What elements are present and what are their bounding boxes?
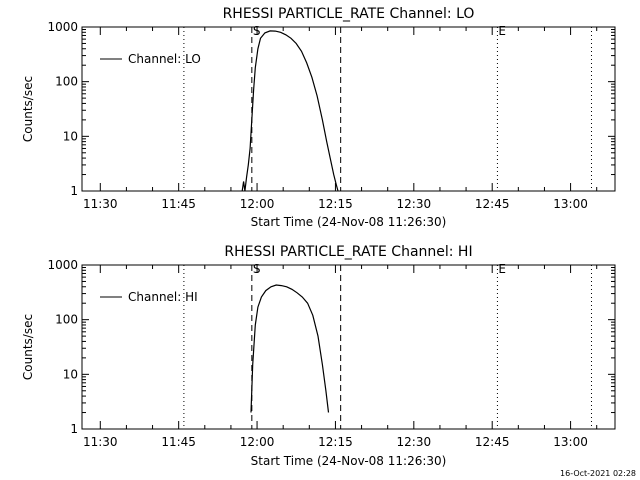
y-axis-label: Counts/sec — [21, 314, 35, 380]
x-tick-label: 11:30 — [83, 435, 118, 449]
x-axis-label: Start Time (24-Nov-08 11:26:30) — [251, 215, 447, 229]
y-tick-label: 1 — [70, 184, 78, 198]
marker-label: S — [253, 262, 261, 276]
x-tick-label: 13:00 — [553, 435, 588, 449]
y-tick-label: 1000 — [47, 20, 78, 34]
y-tick-label: 10 — [63, 367, 78, 381]
x-tick-label: 12:30 — [397, 197, 432, 211]
legend-entry: Channel: HI — [128, 290, 198, 304]
x-tick-label: 12:00 — [240, 197, 275, 211]
chart-title: RHESSI PARTICLE_RATE Channel: LO — [223, 6, 475, 22]
lo-channel-panel: RHESSI PARTICLE_RATE Channel: LO 1 10 100 10… — [21, 6, 616, 229]
legend-entry: Channel: LO — [128, 52, 201, 66]
marker-label: E — [498, 24, 506, 38]
y-tick-label: 10 — [63, 129, 78, 143]
marker-label: E — [498, 262, 506, 276]
hi-channel-panel: RHESSI PARTICLE_RATE Channel: HI 1 10 100 10… — [21, 244, 616, 468]
x-tick-label: 11:45 — [161, 435, 196, 449]
x-axis-label: Start Time (24-Nov-08 11:26:30) — [251, 454, 447, 468]
x-tick-label: 13:00 — [553, 197, 588, 211]
x-tick-label: 12:30 — [397, 435, 432, 449]
series-line — [241, 30, 339, 192]
x-tick-label: 11:30 — [83, 197, 118, 211]
y-tick-label: 100 — [55, 75, 78, 89]
y-tick-label: 100 — [55, 313, 78, 327]
x-tick-label: 11:45 — [161, 197, 196, 211]
chart-title: RHESSI PARTICLE_RATE Channel: HI — [224, 244, 472, 260]
plot-frame — [81, 264, 616, 430]
x-tick-label: 12:45 — [475, 197, 510, 211]
x-tick-label: 12:15 — [318, 435, 353, 449]
y-tick-label: 1 — [70, 422, 78, 436]
x-tick-label: 12:00 — [240, 435, 275, 449]
footer-timestamp: 16-Oct-2021 02:28 — [560, 469, 636, 478]
y-axis-label: Counts/sec — [21, 76, 35, 142]
x-tick-label: 12:45 — [475, 435, 510, 449]
series-line — [250, 284, 330, 413]
x-tick-label: 12:15 — [318, 197, 353, 211]
y-tick-label: 1000 — [47, 258, 78, 272]
marker-label: S — [253, 24, 261, 38]
plot-frame — [81, 26, 616, 192]
